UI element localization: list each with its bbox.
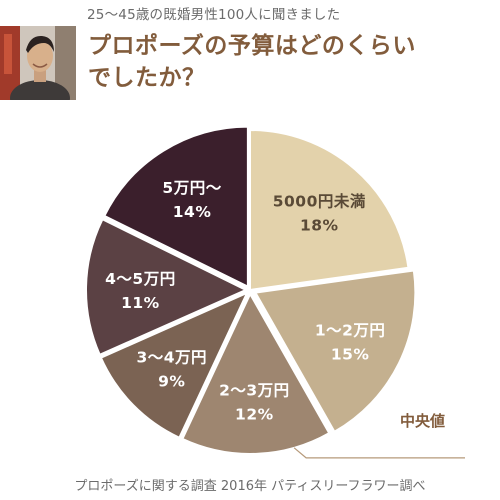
chart-title: プロポーズの予算はどのくらい でしたか？ — [88, 30, 488, 94]
title-line-2: でしたか？ — [88, 65, 206, 91]
pie-slice-4 — [99, 290, 250, 440]
median-leader-line — [293, 447, 465, 459]
man-photo — [0, 26, 76, 100]
slice-percent-label: 15% — [331, 345, 370, 363]
slice-name-label: 1～2万円 — [315, 321, 386, 339]
slice-name-label: 3～4万円 — [136, 349, 207, 367]
pie-slice-2 — [253, 269, 417, 434]
slice-name-label: 5万円～ — [162, 179, 221, 197]
slice-name-label: 4～5万円 — [105, 270, 176, 288]
slice-percent-label: 11% — [121, 294, 160, 312]
pie-slices — [85, 125, 417, 455]
median-annotation: 中央値 — [400, 412, 446, 430]
slice-name-label: 5000円未満 — [273, 191, 366, 210]
pie-labels: 5000円未満 18% 1～2万円 15% 2～3万円 12% 3～4万円 9% 4～5万円 11… — [105, 179, 385, 424]
slice-percent-label: 14% — [173, 203, 212, 221]
slice-percent-label: 9% — [158, 373, 185, 391]
pie-slice-5 — [85, 217, 249, 357]
title-line-1: プロポーズの予算はどのくらい — [88, 33, 416, 59]
pie-slice-3 — [181, 291, 331, 455]
pie-slice-6 — [102, 125, 249, 289]
slice-percent-label: 12% — [235, 406, 274, 424]
chart-subtitle: 25～45歳の既婚男性100人に聞きました — [87, 7, 341, 23]
pie-slice-1 — [249, 128, 410, 292]
source-note: プロポーズに関する調査 2016年 パティスリーフラワー調べ — [74, 479, 426, 494]
slice-percent-label: 18% — [300, 216, 339, 234]
slice-name-label: 2～3万円 — [219, 382, 290, 400]
